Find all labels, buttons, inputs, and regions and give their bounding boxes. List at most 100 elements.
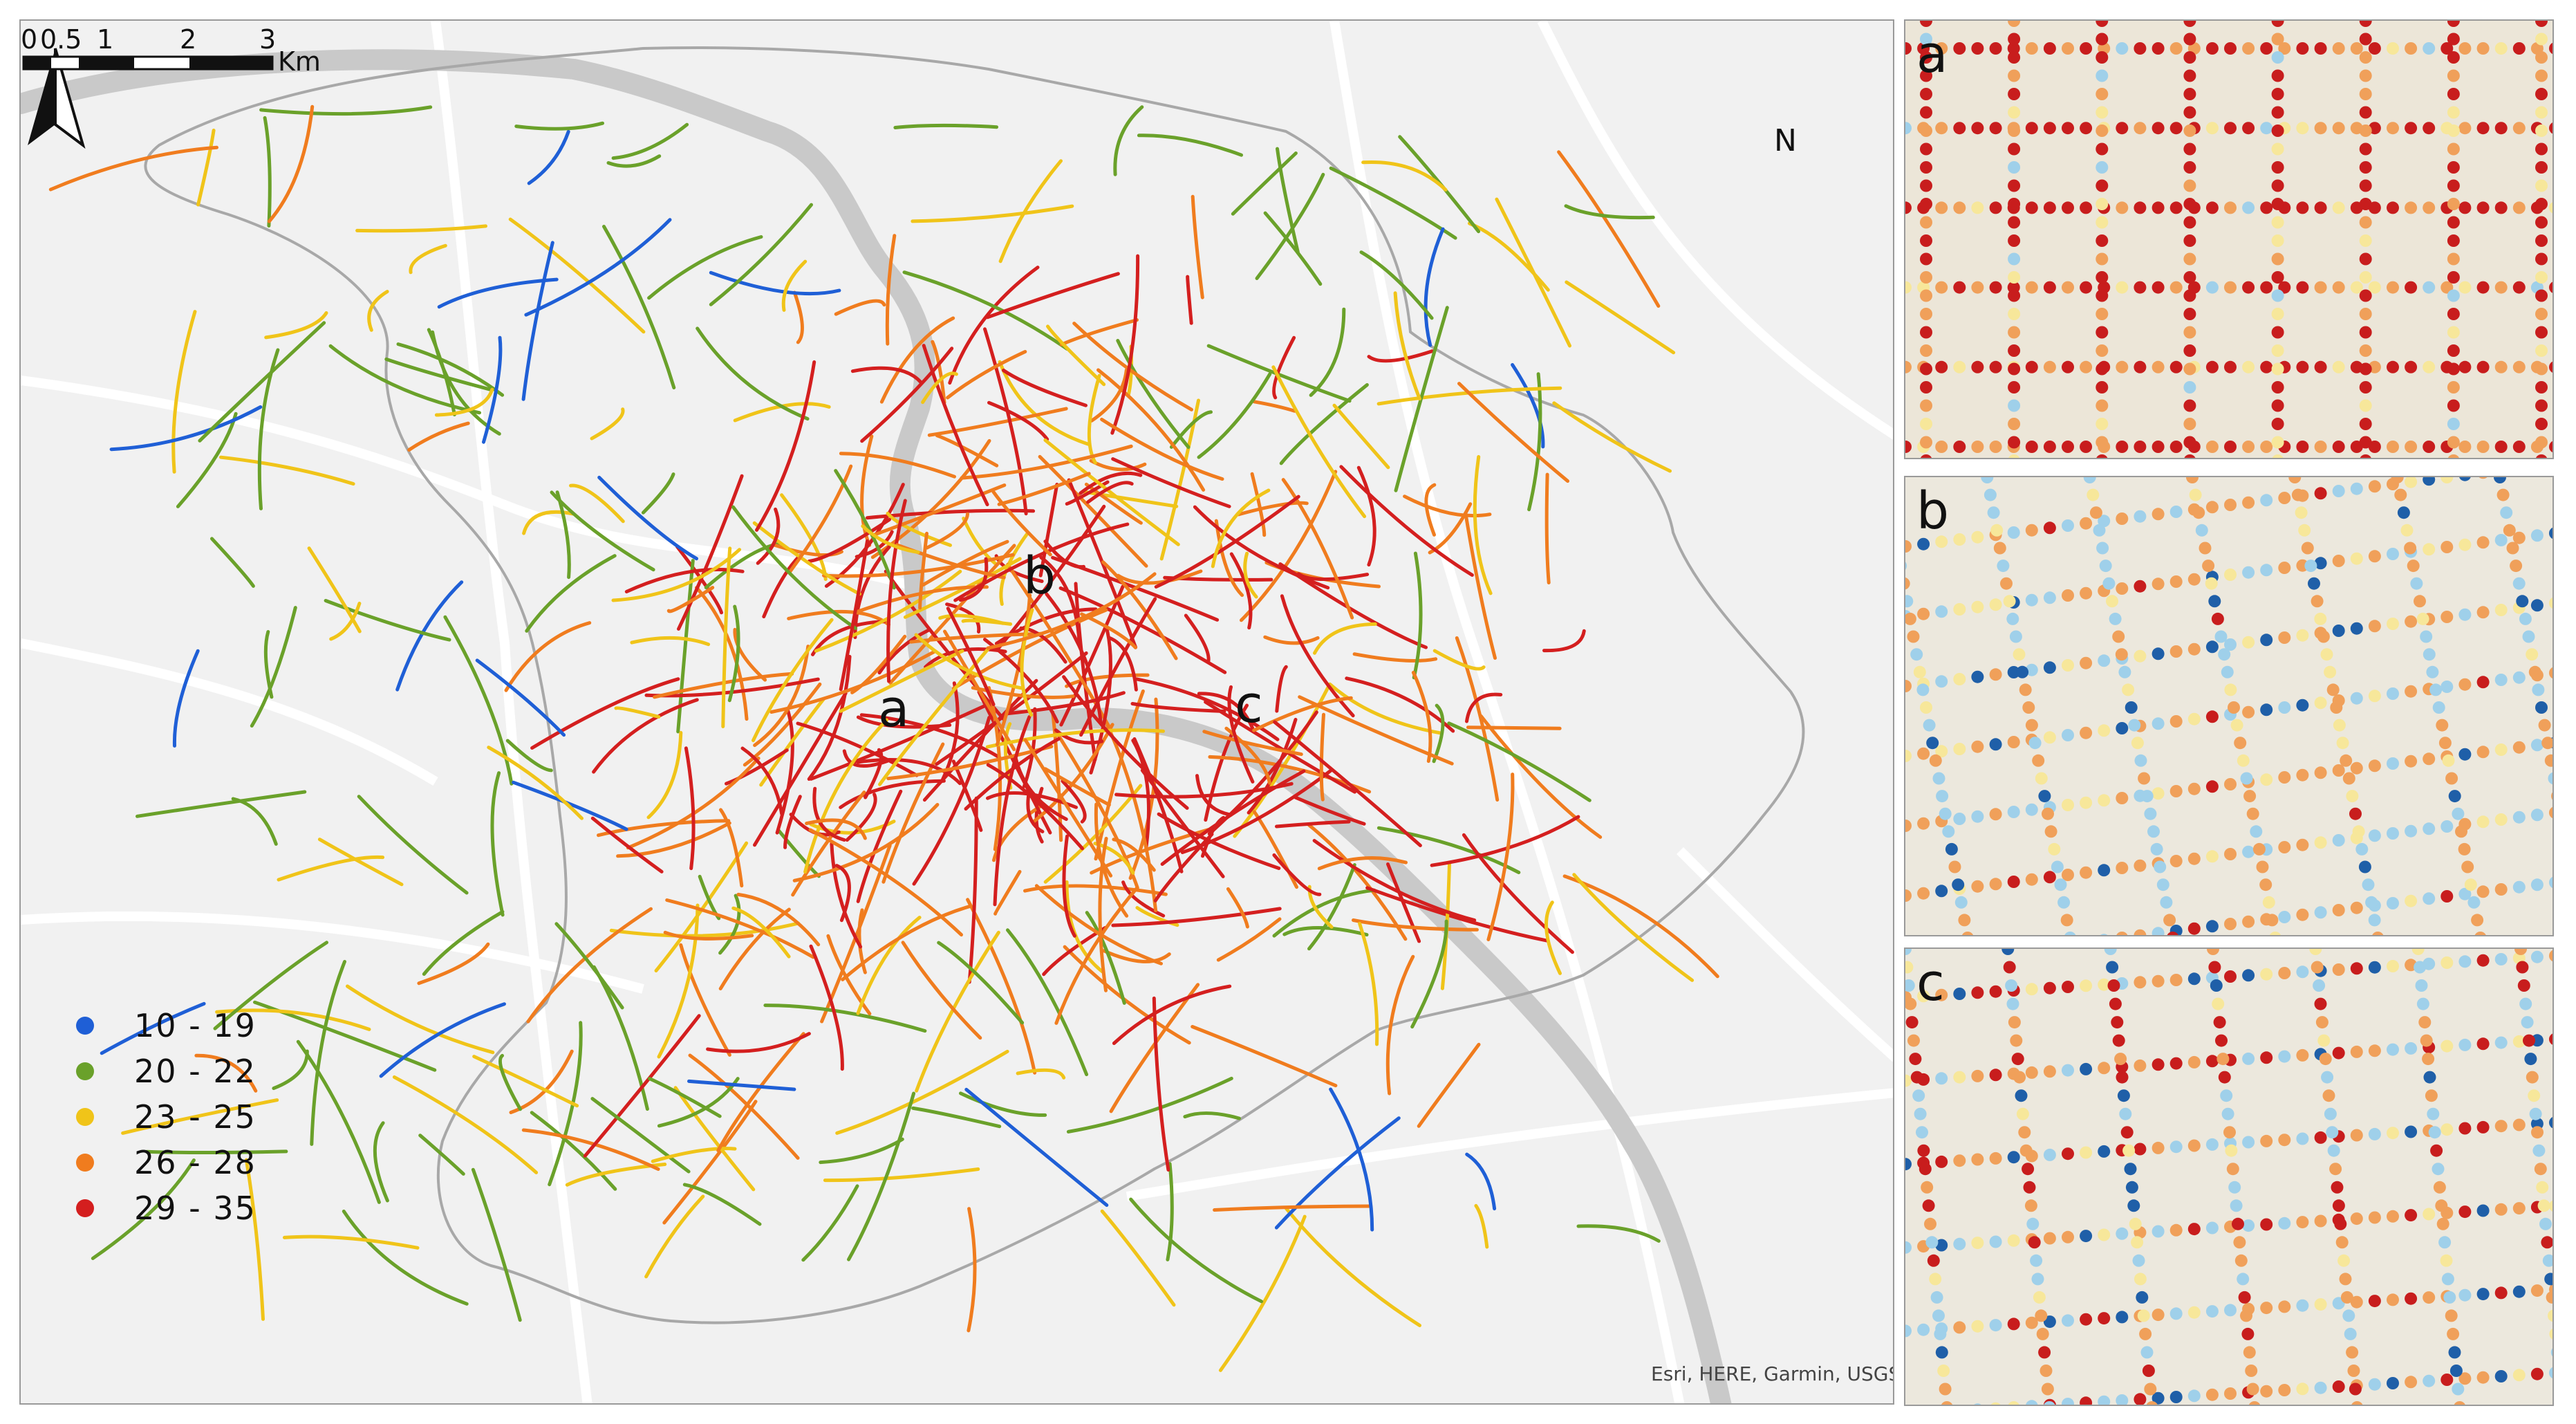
street-segment (927, 407, 1068, 437)
street-segment (902, 270, 1070, 351)
inset-dot (2458, 842, 2471, 856)
inset-dot (2458, 608, 2472, 621)
inset-dot (2537, 1199, 2550, 1212)
legend-label: 10 - 19 (134, 1007, 256, 1044)
inset-dot (1971, 986, 1984, 999)
inset-dot (2404, 542, 2417, 555)
street-segment (1243, 551, 1258, 599)
inset-dot (2423, 1208, 2436, 1221)
inset-dot (2430, 1144, 2443, 1157)
inset-dot (2043, 661, 2056, 674)
street-segment (924, 647, 1007, 669)
inset-dot (2260, 1302, 2273, 1315)
street-segment (1062, 675, 1189, 810)
inset-dot (2494, 883, 2508, 896)
inset-dot (2230, 719, 2243, 732)
inset-dot (2062, 1398, 2074, 1405)
street-segment (706, 1032, 811, 1053)
street-segment (1495, 197, 1571, 348)
street-segment (1135, 906, 1179, 927)
inset-dot (2347, 1365, 2360, 1377)
inset-dot (2415, 979, 2428, 992)
inset-dot (2278, 911, 2291, 923)
street-segment (967, 1207, 977, 1333)
inset-dot (2183, 21, 2196, 27)
legend-label: 20 - 22 (134, 1053, 256, 1090)
street-segment (277, 855, 385, 882)
inset-dot (1935, 675, 1948, 688)
street-segment (763, 1004, 927, 1033)
street-segment (983, 327, 1028, 516)
inset-dot (2405, 685, 2418, 698)
inset-dot (1935, 122, 1948, 135)
inset-dot (2025, 201, 2038, 214)
inset-dot (2016, 1107, 2029, 1120)
street-segment (272, 1049, 309, 1091)
inset-dot (2271, 124, 2284, 137)
street-segment (946, 607, 996, 706)
inset-dot (2008, 271, 2021, 284)
inset-dot (2266, 914, 2279, 927)
inset-dot (2532, 1144, 2546, 1157)
inset-dot (2246, 1383, 2259, 1396)
inset-dot (1981, 477, 1994, 483)
inset-dot (1905, 281, 1912, 294)
inset-dot (2476, 954, 2490, 967)
inset-dot (1913, 665, 1926, 678)
inset-dot (2405, 1292, 2418, 1305)
inset-dot (2242, 566, 2255, 579)
inset-dot (2494, 1370, 2508, 1383)
inset-dot (1916, 1126, 1928, 1139)
inset-dot (2062, 659, 2074, 672)
street-segment (850, 634, 907, 694)
inset-dot (2080, 122, 2093, 135)
inset-dot (2043, 981, 2056, 995)
street-segment (1272, 888, 1376, 938)
inset-dot (2183, 399, 2196, 412)
inset-dot (2241, 1327, 2255, 1340)
inset-dot (2169, 715, 2183, 728)
inset-dot (2330, 701, 2343, 714)
inset-dot (2278, 631, 2291, 644)
inset-dot (2096, 289, 2109, 302)
inset-dot (2096, 344, 2109, 357)
inset-dot (2530, 1367, 2544, 1380)
inset-dot (2535, 399, 2548, 412)
inset-dot (2256, 860, 2269, 873)
street-segment (666, 586, 715, 613)
street-segment (1294, 795, 1366, 826)
inset-dot (2458, 1122, 2472, 1135)
street-segment (422, 909, 505, 976)
street-segment (824, 483, 905, 588)
inset-dot (2242, 201, 2255, 214)
inset-dot (2458, 42, 2472, 55)
inset-dot (2224, 1387, 2237, 1400)
inset-dot (2405, 755, 2418, 768)
street-segment (1154, 494, 1300, 589)
street-segment (1153, 832, 1214, 903)
inset-dot (2224, 360, 2237, 373)
street-segment (1038, 483, 1059, 577)
inset-dot (2476, 885, 2490, 898)
inset-dot (2445, 772, 2458, 785)
inset-dot (1919, 1163, 1932, 1176)
street-segment (682, 1183, 762, 1226)
basemap-road (21, 638, 438, 786)
street-segment (1455, 636, 1500, 802)
inset-dot (2025, 122, 2038, 135)
inset-dot (2220, 1089, 2233, 1102)
street-segment (835, 1049, 1009, 1135)
inset-dot (2387, 441, 2399, 453)
inset-dot (2476, 360, 2490, 373)
inset-dot (2183, 179, 2196, 192)
inset-dot (2008, 124, 2021, 137)
inset-dot (2512, 577, 2526, 590)
inset-dot (2441, 1273, 2454, 1286)
inset-dot (2183, 326, 2196, 339)
inset-dot (1971, 880, 1984, 893)
inset-dot (2438, 1236, 2452, 1249)
inset-dot (1905, 961, 1914, 974)
inset-dot (1910, 1071, 1923, 1084)
inset-dot (2405, 1209, 2418, 1222)
inset-dot (1935, 885, 1948, 898)
